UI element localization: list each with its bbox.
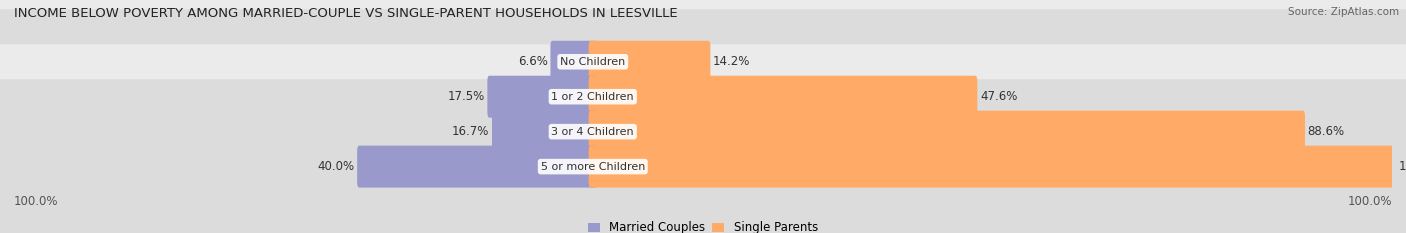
Legend: Married Couples, Single Parents: Married Couples, Single Parents [583, 216, 823, 233]
FancyBboxPatch shape [589, 76, 977, 118]
FancyBboxPatch shape [492, 111, 598, 153]
FancyBboxPatch shape [0, 9, 1406, 184]
FancyBboxPatch shape [589, 41, 710, 83]
Text: 3 or 4 Children: 3 or 4 Children [551, 127, 634, 137]
FancyBboxPatch shape [589, 146, 1396, 188]
FancyBboxPatch shape [0, 44, 1406, 219]
Text: 16.7%: 16.7% [451, 125, 489, 138]
FancyBboxPatch shape [0, 79, 1406, 233]
Text: 17.5%: 17.5% [447, 90, 485, 103]
Text: 100.0%: 100.0% [1347, 195, 1392, 208]
FancyBboxPatch shape [357, 146, 598, 188]
Text: 100.0%: 100.0% [1399, 160, 1406, 173]
Text: 88.6%: 88.6% [1308, 125, 1346, 138]
Text: Source: ZipAtlas.com: Source: ZipAtlas.com [1288, 7, 1399, 17]
Text: INCOME BELOW POVERTY AMONG MARRIED-COUPLE VS SINGLE-PARENT HOUSEHOLDS IN LEESVIL: INCOME BELOW POVERTY AMONG MARRIED-COUPL… [14, 7, 678, 20]
Text: 5 or more Children: 5 or more Children [540, 162, 645, 171]
Text: No Children: No Children [560, 57, 626, 67]
FancyBboxPatch shape [488, 76, 598, 118]
Text: 100.0%: 100.0% [14, 195, 59, 208]
Text: 47.6%: 47.6% [980, 90, 1018, 103]
FancyBboxPatch shape [589, 111, 1305, 153]
Text: 1 or 2 Children: 1 or 2 Children [551, 92, 634, 102]
Text: 14.2%: 14.2% [713, 55, 751, 68]
Text: 40.0%: 40.0% [318, 160, 354, 173]
Text: 6.6%: 6.6% [517, 55, 548, 68]
FancyBboxPatch shape [550, 41, 598, 83]
FancyBboxPatch shape [0, 0, 1406, 149]
